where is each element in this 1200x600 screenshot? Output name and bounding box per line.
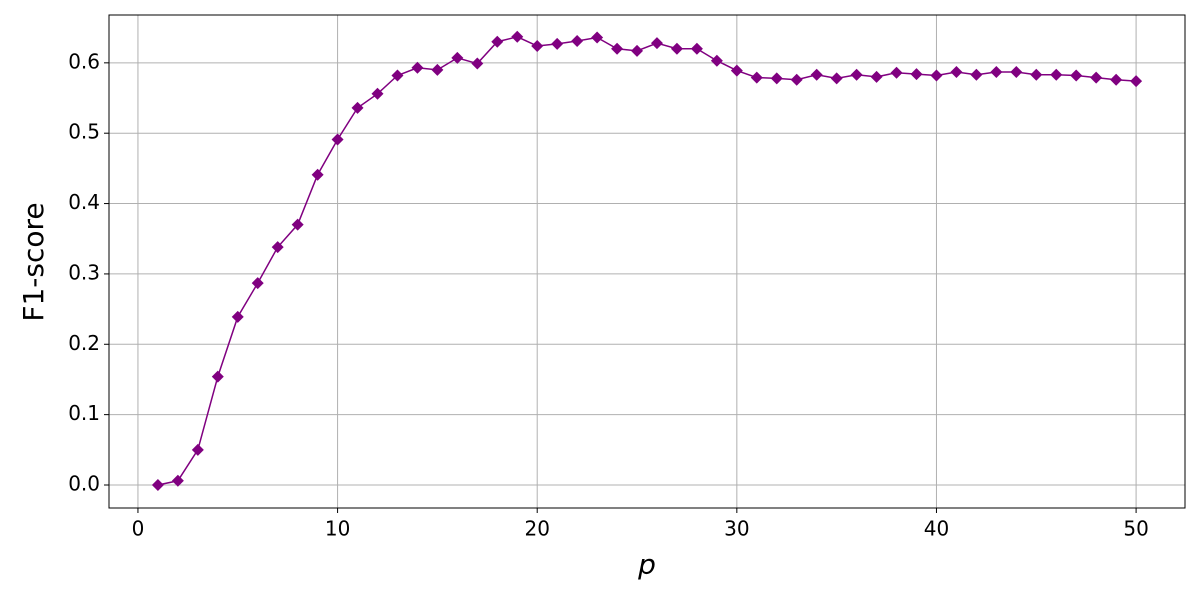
data-point (431, 63, 444, 76)
data-point (890, 66, 903, 79)
data-point (191, 443, 204, 456)
data-point (631, 44, 644, 57)
data-point (371, 87, 384, 100)
data-point (930, 69, 943, 82)
data-point (391, 69, 404, 82)
data-point (830, 72, 843, 85)
data-point (531, 39, 544, 52)
data-point (1010, 65, 1023, 78)
data-point (491, 35, 504, 48)
data-point (850, 68, 863, 81)
data-point (551, 37, 564, 50)
data-point (591, 31, 604, 44)
y-tick-label: 0.2 (68, 331, 100, 355)
data-point (411, 61, 424, 74)
data-point (1130, 75, 1143, 88)
y-tick-label: 0.5 (68, 120, 100, 144)
data-point (690, 42, 703, 55)
data-point (750, 71, 763, 84)
x-tick-label: 10 (325, 517, 350, 541)
data-point (790, 73, 803, 86)
data-point (451, 51, 464, 64)
data-point (611, 42, 624, 55)
data-point (950, 65, 963, 78)
data-point (351, 101, 364, 114)
data-point (311, 168, 324, 181)
data-point (1050, 68, 1063, 81)
data-point (471, 57, 484, 70)
data-point (810, 68, 823, 81)
x-tick-label: 20 (524, 517, 549, 541)
y-axis-label: F1-score (17, 202, 50, 321)
data-point (710, 54, 723, 67)
data-point (211, 370, 224, 383)
y-tick-label: 0.0 (68, 471, 100, 495)
x-axis-label: p (637, 548, 656, 581)
data-point (970, 68, 983, 81)
x-tick-label: 40 (924, 517, 949, 541)
data-point (171, 474, 184, 487)
data-point (1070, 69, 1083, 82)
data-point (1090, 71, 1103, 84)
y-tick-label: 0.1 (68, 401, 100, 425)
data-point (990, 65, 1003, 78)
data-point (331, 133, 344, 146)
y-tick-label: 0.4 (68, 190, 100, 214)
x-tick-label: 30 (724, 517, 749, 541)
data-point (151, 478, 164, 491)
data-point (650, 37, 663, 50)
series-line (157, 36, 1137, 486)
data-point (231, 310, 244, 323)
data-point (730, 64, 743, 77)
data-point (291, 218, 304, 231)
data-point (770, 72, 783, 85)
data-point (670, 42, 683, 55)
x-tick-label: 0 (132, 517, 145, 541)
plot-frame (108, 14, 1186, 509)
y-tick-label: 0.3 (68, 260, 100, 284)
data-point (870, 70, 883, 83)
data-point (251, 277, 264, 290)
data-point (910, 68, 923, 81)
data-point (1110, 73, 1123, 86)
data-point (271, 241, 284, 254)
data-point (1030, 68, 1043, 81)
data-point (511, 30, 524, 43)
y-tick-label: 0.6 (68, 49, 100, 73)
x-tick-label: 50 (1123, 517, 1148, 541)
data-point (571, 35, 584, 48)
